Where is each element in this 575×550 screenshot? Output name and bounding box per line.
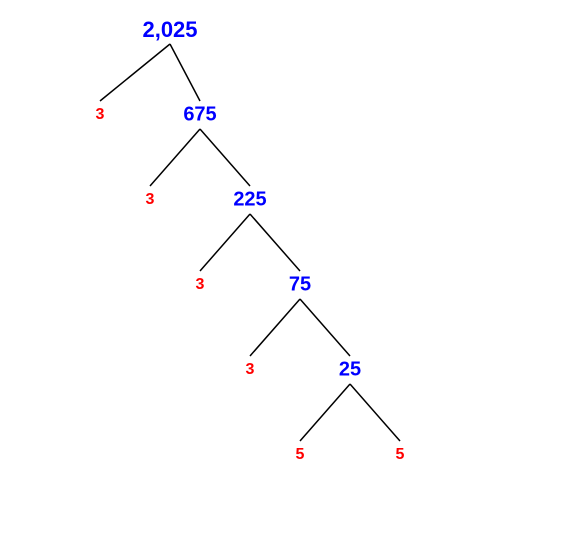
prime-factor-node: 5 [396,446,405,464]
composite-node: 25 [339,359,361,382]
edge [250,299,300,356]
prime-factor-node: 3 [146,191,155,209]
prime-factor-node: 5 [296,446,305,464]
edges-layer [0,0,575,550]
edge [300,384,350,441]
factor-tree-diagram: 2,025 3 675 3 225 3 75 3 25 5 5 [0,0,575,550]
edge [250,214,300,271]
edge [300,299,350,356]
composite-node: 75 [289,274,311,297]
prime-factor-node: 3 [196,276,205,294]
edge [170,44,200,101]
prime-factor-node: 3 [246,361,255,379]
edge [100,44,170,101]
edge [200,129,250,186]
composite-node: 675 [183,104,216,127]
prime-factor-node: 3 [96,106,105,124]
edge [150,129,200,186]
composite-node: 225 [233,189,266,212]
composite-node: 2,025 [142,17,197,43]
edge [200,214,250,271]
edge [350,384,400,441]
